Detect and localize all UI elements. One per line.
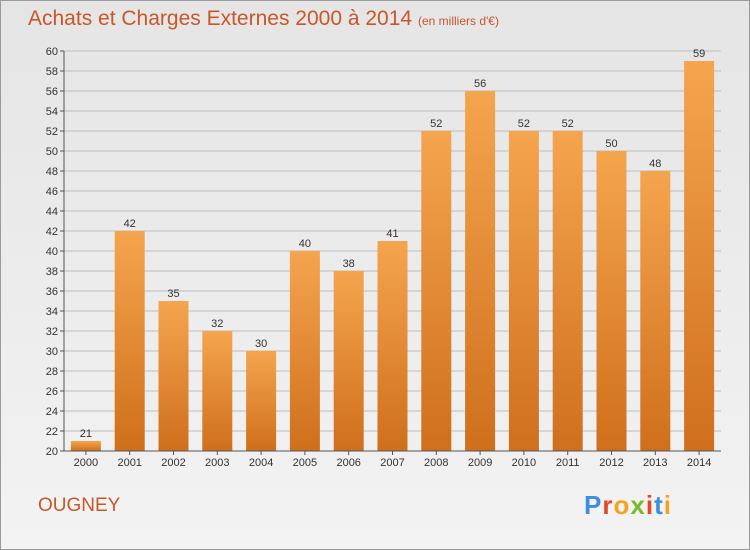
y-tick-label: 30 [46, 346, 58, 358]
x-tick-label: 2011 [556, 457, 580, 469]
chart-title: Achats et Charges Externes 2000 à 2014 [28, 7, 413, 30]
y-tick-label: 28 [46, 366, 58, 378]
bar-2011 [552, 131, 583, 451]
axes [60, 50, 721, 455]
logo-letter: x [630, 490, 646, 520]
proxiti-logo: Proxiti [584, 490, 672, 521]
bar-2014 [684, 61, 715, 451]
chart-subtitle: (en milliers d'€) [418, 14, 499, 28]
bar-value-label: 40 [299, 238, 311, 250]
y-tick-label: 56 [46, 86, 58, 98]
bar-value-label: 52 [562, 118, 574, 130]
bar-2003 [202, 331, 233, 451]
bar-value-label: 52 [430, 118, 442, 130]
bar-2005 [289, 251, 320, 451]
bar-2008 [421, 131, 452, 451]
bar-value-label: 35 [167, 288, 179, 300]
x-tick-label: 2009 [468, 457, 492, 469]
bar-2009 [465, 91, 496, 451]
y-tick-label: 26 [46, 386, 58, 398]
bar-value-label: 32 [211, 318, 223, 330]
x-tick-label: 2007 [380, 457, 404, 469]
bar-2006 [333, 271, 364, 451]
bar-2004 [246, 351, 277, 451]
y-tick-label: 38 [46, 266, 58, 278]
bar-value-label: 59 [693, 48, 705, 60]
y-tick-label: 52 [46, 126, 58, 138]
x-tick-label: 2013 [643, 457, 667, 469]
bar-value-label: 38 [343, 258, 355, 270]
bar-value-label: 50 [605, 138, 617, 150]
x-tick-label: 2002 [161, 457, 185, 469]
y-tick-label: 36 [46, 286, 58, 298]
x-tick-label: 2003 [205, 457, 229, 469]
bar-value-label: 30 [255, 338, 267, 350]
bar-2010 [508, 131, 539, 451]
x-tick-label: 2008 [424, 457, 448, 469]
bar-value-label: 42 [124, 218, 136, 230]
bar-2012 [596, 151, 627, 451]
y-tick-label: 42 [46, 226, 58, 238]
bar-2002 [158, 301, 189, 451]
y-tick-label: 50 [46, 146, 58, 158]
y-tick-label: 60 [46, 46, 58, 58]
commune-name: OUGNEY [38, 495, 121, 516]
logo-letter: P [584, 490, 603, 520]
bar-2000 [70, 441, 101, 451]
y-tick-label: 54 [46, 106, 58, 118]
logo-letter: r [602, 490, 614, 520]
y-tick-label: 32 [46, 326, 58, 338]
bar-value-label: 21 [80, 428, 92, 440]
x-tick-label: 2006 [336, 457, 360, 469]
bars [70, 61, 715, 451]
x-tick-label: 2004 [249, 457, 273, 469]
bar-2013 [640, 171, 671, 451]
x-tick-label: 2000 [74, 457, 98, 469]
bar-value-label: 41 [386, 228, 398, 240]
labels: 20 22 24 26 28 30 32 34 36 38 40 42 44 46 48 50 52 54 56 58… [46, 46, 712, 469]
x-tick-label: 2005 [293, 457, 317, 469]
logo-letter: t [654, 490, 664, 520]
logo-letter: o [613, 490, 631, 520]
bar-2007 [377, 241, 408, 451]
y-tick-label: 22 [46, 426, 58, 438]
logo-letter: i [663, 490, 672, 520]
y-tick-label: 48 [46, 166, 58, 178]
y-tick-label: 58 [46, 66, 58, 78]
bar-2001 [114, 231, 145, 451]
y-tick-label: 46 [46, 186, 58, 198]
y-tick-label: 20 [46, 446, 58, 458]
x-tick-label: 2014 [687, 457, 711, 469]
y-tick-label: 44 [46, 206, 58, 218]
y-tick-label: 40 [46, 246, 58, 258]
x-tick-label: 2012 [599, 457, 623, 469]
logo-letter: i [645, 490, 655, 520]
x-tick-label: 2010 [512, 457, 536, 469]
x-tick-label: 2001 [117, 457, 141, 469]
bar-value-label: 48 [649, 158, 661, 170]
y-tick-label: 24 [46, 406, 58, 418]
bar-value-label: 56 [474, 78, 486, 90]
y-tick-label: 34 [46, 306, 58, 318]
bar-value-label: 52 [518, 118, 530, 130]
